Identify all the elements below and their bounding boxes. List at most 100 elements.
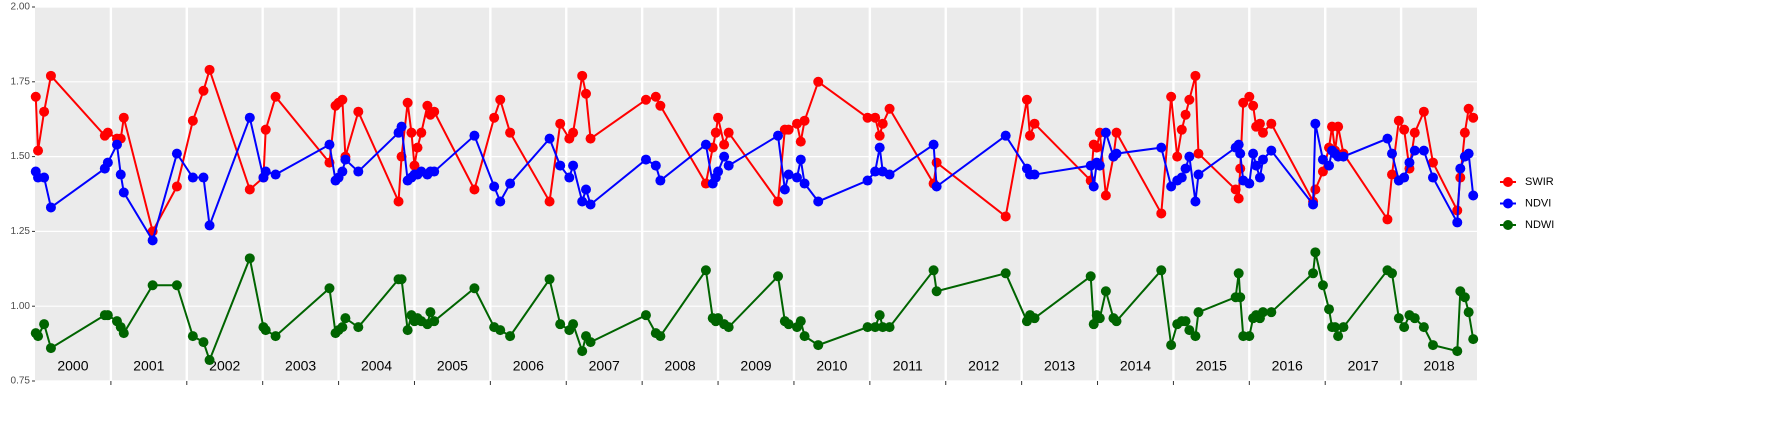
point <box>402 97 413 108</box>
point <box>1317 280 1328 291</box>
point <box>353 166 364 177</box>
point <box>1459 292 1470 303</box>
point <box>1176 172 1187 183</box>
point <box>1463 148 1474 159</box>
point <box>1266 145 1277 156</box>
point <box>1193 307 1204 318</box>
legend-label: NDVI <box>1525 197 1551 209</box>
point <box>1330 322 1341 333</box>
point <box>495 94 506 105</box>
point <box>198 172 209 183</box>
point <box>1180 163 1191 174</box>
point <box>1257 127 1268 138</box>
point <box>409 160 420 171</box>
point <box>931 286 942 297</box>
point <box>1100 190 1111 201</box>
point <box>1235 148 1246 159</box>
point <box>544 274 555 285</box>
point <box>102 157 113 168</box>
year-label: 2011 <box>893 358 923 374</box>
point <box>580 88 591 99</box>
point <box>147 235 158 246</box>
point <box>1257 307 1268 318</box>
point <box>1418 322 1429 333</box>
point <box>1176 124 1187 135</box>
year-label: 2014 <box>1120 358 1151 374</box>
year-label: 2006 <box>513 358 544 374</box>
point <box>33 145 44 156</box>
point <box>1024 130 1035 141</box>
year-label: 2017 <box>1348 358 1379 374</box>
point <box>799 331 810 342</box>
point <box>877 322 888 333</box>
point <box>495 196 506 207</box>
point <box>260 124 271 135</box>
point <box>187 172 198 183</box>
point <box>260 166 271 177</box>
legend-key <box>1503 220 1513 230</box>
point <box>495 325 506 336</box>
point <box>45 202 56 213</box>
point <box>429 106 440 117</box>
point <box>324 139 335 150</box>
point <box>1452 217 1463 228</box>
point <box>783 169 794 180</box>
point <box>270 331 281 342</box>
point <box>1308 199 1319 210</box>
point <box>650 91 661 102</box>
point <box>1085 271 1096 282</box>
point <box>773 196 784 207</box>
point <box>1382 133 1393 144</box>
point <box>429 166 440 177</box>
year-label: 2016 <box>1272 358 1303 374</box>
point <box>862 112 873 123</box>
point <box>1333 331 1344 342</box>
year-label: 2015 <box>1196 358 1227 374</box>
point <box>1091 142 1102 153</box>
point <box>568 127 579 138</box>
point <box>412 142 423 153</box>
point <box>1100 286 1111 297</box>
point <box>171 148 182 159</box>
point <box>1468 190 1479 201</box>
point <box>244 253 255 264</box>
point <box>1409 127 1420 138</box>
point <box>111 139 122 150</box>
point <box>1310 184 1321 195</box>
point <box>469 130 480 141</box>
y-tick-label: 1.00 <box>11 301 31 312</box>
point <box>1000 211 1011 222</box>
point <box>862 175 873 186</box>
point <box>1021 94 1032 105</box>
point <box>568 319 579 330</box>
year-label: 2013 <box>1044 358 1075 374</box>
year-label: 2010 <box>816 358 847 374</box>
year-label: 2018 <box>1423 358 1454 374</box>
point <box>1257 154 1268 165</box>
year-label: 2002 <box>209 358 240 374</box>
point <box>577 70 588 81</box>
point <box>544 196 555 207</box>
point <box>39 172 50 183</box>
year-label: 2000 <box>57 358 88 374</box>
point <box>564 172 575 183</box>
point <box>393 196 404 207</box>
point <box>877 118 888 129</box>
point <box>324 283 335 294</box>
point <box>1409 313 1420 324</box>
point <box>1452 346 1463 357</box>
point <box>204 220 215 231</box>
point <box>580 184 591 195</box>
point <box>719 151 730 162</box>
point <box>1000 130 1011 141</box>
point <box>1324 304 1335 315</box>
point <box>30 91 41 102</box>
point <box>931 181 942 192</box>
point <box>1094 160 1105 171</box>
point <box>337 322 348 333</box>
point <box>1233 193 1244 204</box>
point <box>1254 172 1265 183</box>
point <box>1310 247 1321 258</box>
point <box>147 280 158 291</box>
point <box>505 127 516 138</box>
